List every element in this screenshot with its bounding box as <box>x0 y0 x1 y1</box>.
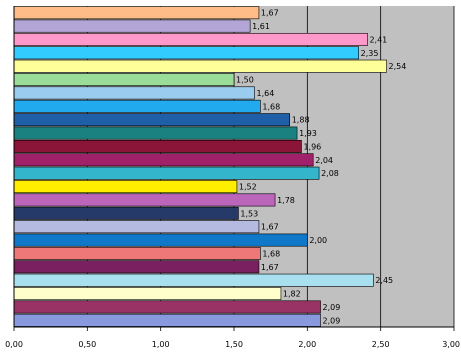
bar <box>13 153 314 167</box>
bar <box>13 113 291 127</box>
x-tick-label: 0,50 <box>78 340 96 349</box>
bar <box>13 233 308 247</box>
x-axis-ticks: 0,00 0,50 1,00 1,50 2,00 2,50 3,00 <box>5 327 460 349</box>
x-tick-label: 1,00 <box>152 340 170 349</box>
bar <box>13 19 251 33</box>
data-label: 1,78 <box>277 196 295 205</box>
data-label: 2,09 <box>323 316 341 325</box>
data-label: 2,04 <box>315 156 333 165</box>
data-labels: 1,67 1,61 2,41 2,35 2,54 1,501,64 1,68 1,88 1,93… <box>236 9 406 326</box>
bar <box>13 73 235 87</box>
data-label: 1,96 <box>303 142 321 151</box>
bar <box>13 206 239 220</box>
bar <box>13 139 302 153</box>
data-label: 2,45 <box>375 276 393 285</box>
data-label: 2,54 <box>389 62 407 71</box>
data-label: 1,88 <box>292 116 310 125</box>
bar <box>13 287 282 301</box>
grid-lines <box>86 6 455 327</box>
data-label: 1,50 <box>236 76 254 85</box>
bar <box>13 166 320 180</box>
data-label: 1,82 <box>283 290 301 299</box>
bar <box>13 32 368 46</box>
bar <box>13 99 261 113</box>
x-tick-label: 0,00 <box>5 340 23 349</box>
data-label: 1,53 <box>240 209 258 218</box>
data-label: 1,67 <box>261 223 279 232</box>
data-label: 2,08 <box>321 169 339 178</box>
bar <box>13 6 260 20</box>
bar <box>13 313 321 327</box>
data-label: 1,68 <box>262 102 280 111</box>
data-label: 1,61 <box>252 22 270 31</box>
data-label: 2,00 <box>309 236 327 245</box>
x-tick-label: 2,00 <box>298 340 316 349</box>
bar <box>13 300 321 314</box>
data-label: 2,41 <box>369 35 387 44</box>
data-label: 1,52 <box>239 183 257 192</box>
data-label: 2,35 <box>361 49 379 58</box>
x-tick-label: 3,00 <box>442 340 460 349</box>
x-tick-label: 1,50 <box>225 340 243 349</box>
x-tick-label: 2,50 <box>372 340 390 349</box>
bar <box>13 260 260 274</box>
bar <box>13 273 374 287</box>
bar <box>13 46 359 60</box>
data-label: 1,93 <box>299 129 317 138</box>
bar <box>13 126 298 140</box>
data-label: 1,68 <box>262 249 280 258</box>
bar <box>13 246 261 260</box>
data-label: 1,67 <box>261 263 279 272</box>
bar <box>13 86 255 100</box>
bar <box>13 180 238 194</box>
data-label: 2,09 <box>323 303 341 312</box>
data-label: 1,64 <box>257 89 275 98</box>
data-label: 1,67 <box>261 9 279 18</box>
bar <box>13 59 387 73</box>
bar <box>13 193 276 207</box>
bar <box>13 220 260 234</box>
